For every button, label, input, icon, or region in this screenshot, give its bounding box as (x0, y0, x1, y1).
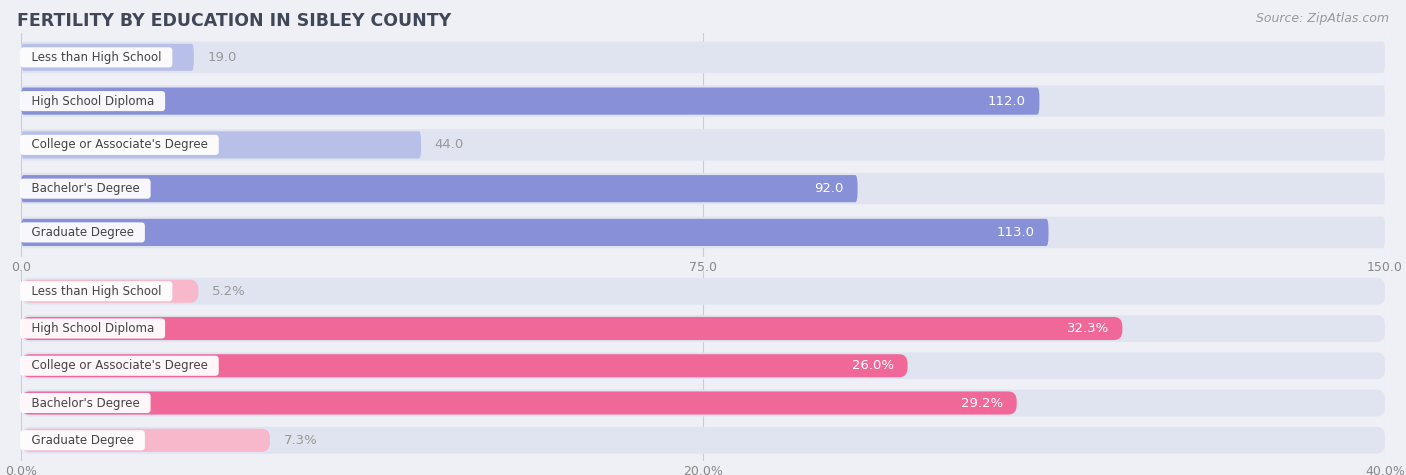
FancyBboxPatch shape (21, 280, 198, 303)
FancyBboxPatch shape (21, 86, 1385, 117)
Text: Graduate Degree: Graduate Degree (24, 434, 142, 447)
FancyBboxPatch shape (21, 219, 1049, 246)
Text: 112.0: 112.0 (988, 95, 1026, 108)
Text: 7.3%: 7.3% (284, 434, 318, 447)
FancyBboxPatch shape (21, 317, 1122, 340)
FancyBboxPatch shape (21, 429, 270, 452)
Text: High School Diploma: High School Diploma (24, 322, 162, 335)
FancyBboxPatch shape (21, 390, 1385, 417)
FancyBboxPatch shape (21, 352, 1385, 379)
FancyBboxPatch shape (21, 217, 1385, 248)
Text: College or Associate's Degree: College or Associate's Degree (24, 138, 215, 152)
Text: 19.0: 19.0 (208, 51, 236, 64)
FancyBboxPatch shape (21, 42, 1385, 73)
Text: Bachelor's Degree: Bachelor's Degree (24, 397, 148, 409)
FancyBboxPatch shape (21, 44, 194, 71)
Text: College or Associate's Degree: College or Associate's Degree (24, 359, 215, 372)
FancyBboxPatch shape (21, 131, 422, 159)
FancyBboxPatch shape (21, 129, 1385, 161)
Text: FERTILITY BY EDUCATION IN SIBLEY COUNTY: FERTILITY BY EDUCATION IN SIBLEY COUNTY (17, 12, 451, 30)
Text: 44.0: 44.0 (434, 138, 464, 152)
Text: 113.0: 113.0 (997, 226, 1035, 239)
Text: Bachelor's Degree: Bachelor's Degree (24, 182, 148, 195)
Text: Graduate Degree: Graduate Degree (24, 226, 142, 239)
FancyBboxPatch shape (21, 173, 1385, 204)
FancyBboxPatch shape (21, 354, 908, 377)
FancyBboxPatch shape (21, 87, 1039, 114)
FancyBboxPatch shape (21, 427, 1385, 454)
Text: 29.2%: 29.2% (960, 397, 1002, 409)
Text: High School Diploma: High School Diploma (24, 95, 162, 108)
FancyBboxPatch shape (21, 278, 1385, 304)
FancyBboxPatch shape (21, 175, 858, 202)
FancyBboxPatch shape (21, 315, 1385, 342)
Text: Source: ZipAtlas.com: Source: ZipAtlas.com (1256, 12, 1389, 25)
Text: Less than High School: Less than High School (24, 285, 169, 298)
Text: Less than High School: Less than High School (24, 51, 169, 64)
Text: 26.0%: 26.0% (852, 359, 894, 372)
FancyBboxPatch shape (21, 391, 1017, 415)
Text: 32.3%: 32.3% (1067, 322, 1109, 335)
Text: 92.0: 92.0 (814, 182, 844, 195)
Text: 5.2%: 5.2% (212, 285, 246, 298)
